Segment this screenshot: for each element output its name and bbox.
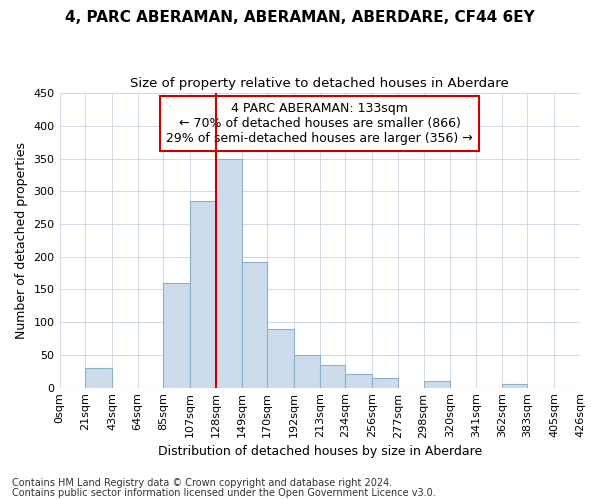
- Bar: [85, 368, 112, 388]
- Bar: [163, 283, 190, 388]
- Title: Size of property relative to detached houses in Aberdare: Size of property relative to detached ho…: [130, 78, 509, 90]
- Bar: [216, 158, 242, 388]
- Bar: [424, 381, 451, 388]
- Bar: [320, 364, 346, 388]
- Bar: [242, 262, 267, 388]
- Bar: [294, 355, 320, 388]
- Text: 4, PARC ABERAMAN, ABERAMAN, ABERDARE, CF44 6EY: 4, PARC ABERAMAN, ABERAMAN, ABERDARE, CF…: [65, 10, 535, 25]
- Text: Contains public sector information licensed under the Open Government Licence v3: Contains public sector information licen…: [12, 488, 436, 498]
- Bar: [267, 328, 294, 388]
- Y-axis label: Number of detached properties: Number of detached properties: [15, 142, 28, 339]
- Bar: [502, 384, 527, 388]
- Text: Contains HM Land Registry data © Crown copyright and database right 2024.: Contains HM Land Registry data © Crown c…: [12, 478, 392, 488]
- Bar: [190, 201, 216, 388]
- Bar: [346, 374, 373, 388]
- X-axis label: Distribution of detached houses by size in Aberdare: Distribution of detached houses by size …: [158, 444, 482, 458]
- Text: 4 PARC ABERAMAN: 133sqm
← 70% of detached houses are smaller (866)
29% of semi-d: 4 PARC ABERAMAN: 133sqm ← 70% of detache…: [166, 102, 473, 145]
- Bar: [373, 378, 398, 388]
